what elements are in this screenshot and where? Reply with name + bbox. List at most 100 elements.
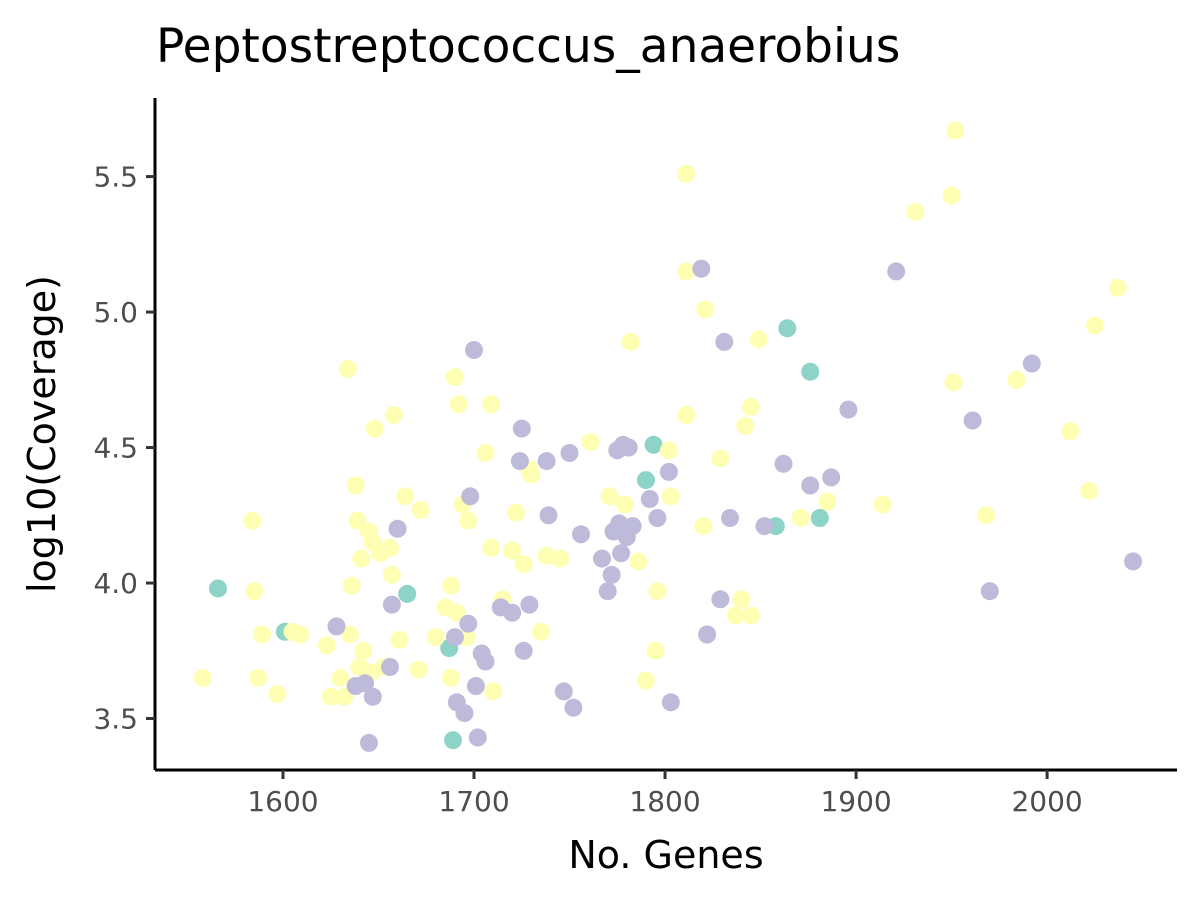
- data-point: [449, 395, 468, 414]
- data-point: [482, 538, 501, 557]
- data-point: [980, 582, 999, 601]
- data-point: [476, 444, 495, 462]
- data-point: [774, 454, 793, 473]
- data-point: [1022, 354, 1041, 373]
- data-point: [677, 164, 696, 183]
- data-point: [245, 582, 264, 601]
- x-tick-label: 1900: [820, 785, 891, 818]
- data-point: [352, 549, 371, 568]
- data-point: [801, 362, 820, 381]
- data-point: [365, 419, 384, 438]
- data-point: [810, 509, 829, 527]
- data-point: [466, 677, 485, 695]
- data-point: [755, 517, 774, 536]
- data-point: [384, 406, 403, 424]
- data-point: [1085, 316, 1104, 335]
- data-point: [906, 202, 925, 221]
- data-point: [459, 614, 478, 633]
- data-point: [736, 416, 755, 435]
- x-tick-label: 1700: [438, 785, 509, 818]
- data-point: [291, 625, 310, 644]
- data-point: [539, 506, 558, 525]
- data-point: [694, 517, 713, 536]
- data-point: [600, 487, 619, 506]
- data-point: [348, 511, 367, 530]
- data-point: [382, 595, 401, 614]
- data-point: [822, 468, 841, 487]
- data-point: [560, 444, 579, 462]
- data-point: [621, 332, 640, 351]
- data-point: [209, 579, 227, 598]
- data-point: [698, 625, 717, 644]
- data-point: [944, 373, 963, 392]
- data-point: [317, 636, 336, 655]
- y-tick-label: 3.5: [93, 703, 138, 736]
- data-point: [507, 503, 525, 522]
- x-tick-label: 2000: [1011, 785, 1082, 818]
- data-point: [388, 519, 407, 538]
- data-point: [514, 641, 533, 660]
- data-point: [520, 595, 539, 614]
- data-point: [711, 449, 730, 468]
- data-point: [381, 658, 399, 676]
- data-point: [942, 186, 961, 205]
- data-point: [946, 121, 965, 140]
- y-tick-label: 5.5: [93, 161, 138, 194]
- data-point: [381, 538, 399, 557]
- data-point: [243, 511, 262, 530]
- data-point: [692, 259, 711, 278]
- data-point: [354, 641, 373, 660]
- data-point: [839, 400, 858, 419]
- data-point: [602, 565, 621, 584]
- data-point: [610, 514, 629, 533]
- data-point: [1080, 481, 1099, 500]
- data-point: [554, 682, 573, 701]
- data-point: [346, 476, 365, 495]
- data-point: [335, 687, 354, 706]
- chart-title: Peptostreptococcus_anaerobius: [156, 19, 900, 74]
- data-point: [648, 582, 667, 601]
- data-point: [249, 668, 268, 687]
- data-point: [644, 435, 663, 454]
- data-point: [619, 438, 638, 457]
- data-point: [873, 495, 892, 514]
- x-axis-ticks: 1600 1700 1800 1900 2000: [247, 770, 1083, 818]
- data-point: [659, 462, 678, 481]
- data-point: [572, 525, 590, 544]
- data-point: [445, 368, 464, 387]
- data-point: [711, 590, 730, 609]
- data-point: [503, 541, 522, 560]
- data-point: [268, 685, 287, 704]
- data-point: [390, 630, 409, 649]
- data-point: [340, 625, 359, 644]
- data-point: [629, 552, 648, 571]
- data-point: [818, 492, 837, 511]
- data-point: [564, 698, 583, 717]
- data-point: [426, 628, 445, 647]
- data-point: [510, 452, 529, 471]
- data-point: [461, 487, 480, 506]
- data-point: [661, 693, 680, 712]
- data-point: [396, 487, 415, 506]
- data-point: [623, 517, 642, 536]
- data-point: [661, 487, 680, 506]
- data-point: [455, 704, 474, 723]
- data-point: [749, 330, 768, 349]
- data-point: [459, 511, 478, 530]
- data-point: [411, 500, 430, 519]
- data-point: [484, 682, 503, 701]
- data-point: [342, 576, 361, 595]
- data-point: [640, 490, 659, 508]
- data-point: [360, 733, 378, 752]
- data-point: [636, 471, 655, 490]
- data-point: [522, 465, 541, 484]
- data-point: [778, 319, 797, 338]
- data-point: [193, 668, 212, 687]
- data-point: [977, 506, 995, 525]
- data-point: [659, 441, 678, 460]
- data-point: [742, 397, 760, 416]
- data-point: [327, 617, 346, 636]
- data-point: [696, 300, 715, 319]
- data-point: [726, 606, 745, 625]
